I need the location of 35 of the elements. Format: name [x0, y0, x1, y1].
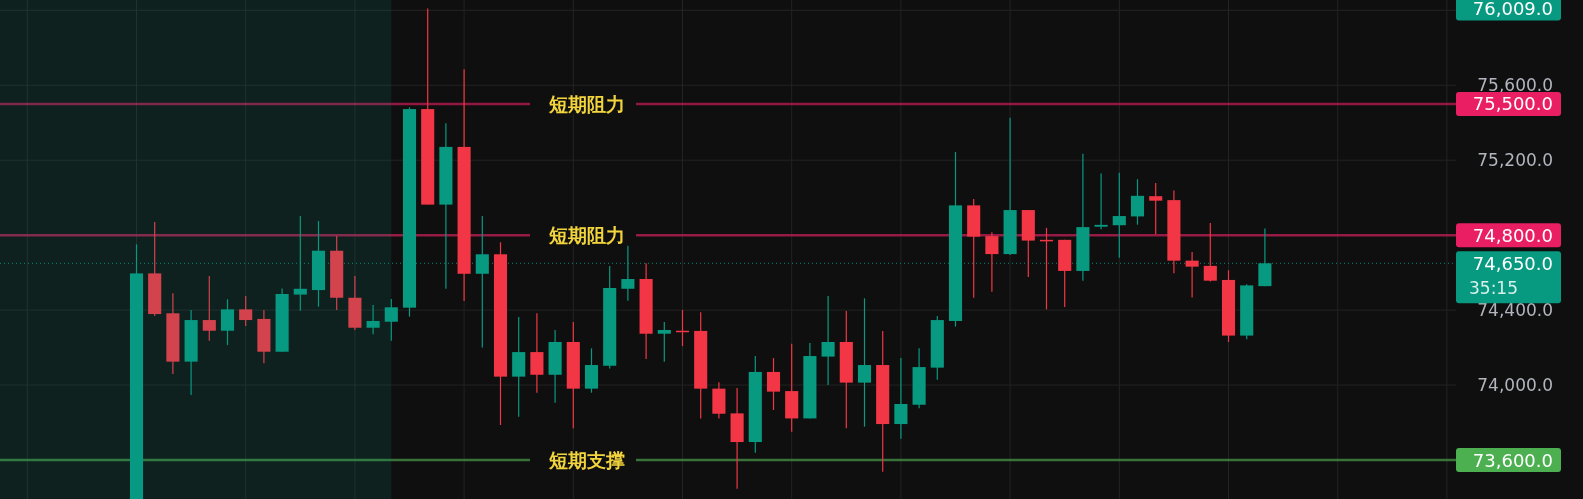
candlestick: [584, 347, 599, 394]
candlestick: [366, 304, 380, 335]
annotation: 短期支撑: [548, 449, 625, 472]
y-tick-label: 74,000.0: [1477, 375, 1553, 396]
candlestick: [1149, 182, 1163, 235]
candlestick: [1203, 222, 1217, 283]
candlestick: [985, 231, 999, 293]
y-tick-label: 75,200.0: [1477, 150, 1553, 171]
candlestick: [1185, 251, 1199, 298]
candlestick: [657, 321, 671, 363]
candlestick: [530, 312, 544, 394]
y-tick-label: 74,400.0: [1477, 300, 1553, 321]
ref-line-label: 73,600.0: [1472, 449, 1553, 471]
candlestick: [857, 297, 872, 428]
y-tick-label: 75,600.0: [1477, 75, 1553, 96]
candlestick: [475, 215, 489, 349]
candlestick: [1130, 178, 1145, 226]
candlestick: [821, 295, 835, 386]
ref-line-label: 74,650.0: [1472, 252, 1553, 274]
ref-line-label: 74,800.0: [1472, 224, 1553, 246]
candlestick: [766, 357, 781, 411]
candlestick: [384, 298, 398, 342]
candlestick: [1112, 172, 1126, 259]
candlestick: [1094, 172, 1108, 230]
candlestick: [293, 215, 307, 312]
ref-line-label: 75,500.0: [1472, 93, 1553, 115]
annotation: 短期阻力: [548, 224, 625, 247]
candlestick: [220, 298, 235, 346]
annotation: 短期阻力: [548, 93, 625, 115]
candlestick: [202, 275, 216, 342]
candlestick: [894, 357, 908, 440]
text: 35:15: [1469, 278, 1518, 299]
candlestick: [621, 245, 635, 302]
text: 76,009.0: [1472, 0, 1553, 20]
candlestick: [239, 295, 253, 327]
